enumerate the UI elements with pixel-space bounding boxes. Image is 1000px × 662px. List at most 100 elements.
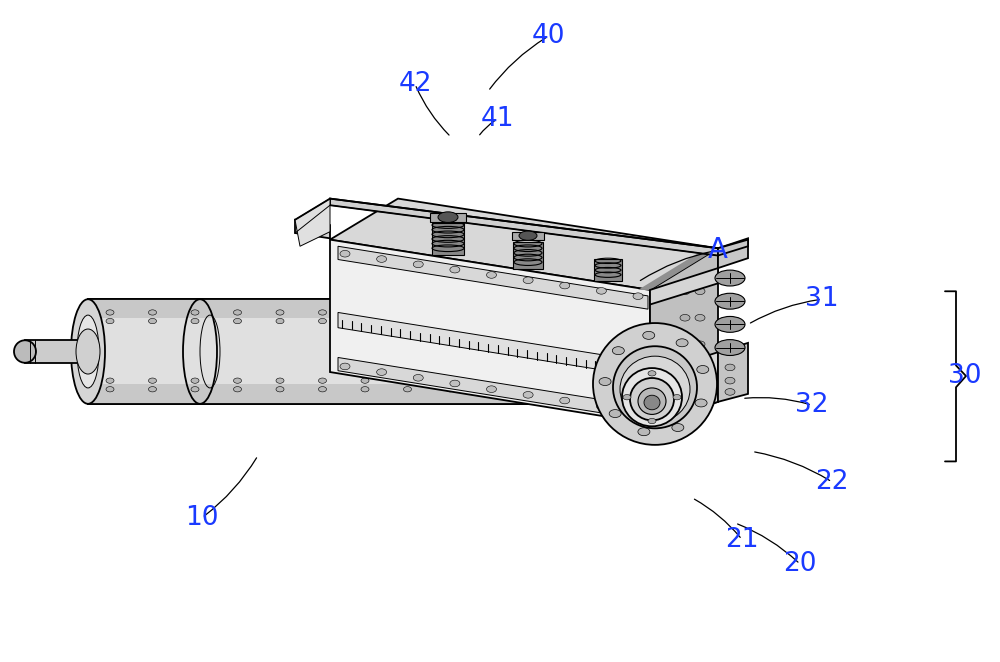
Ellipse shape [695,377,705,384]
Ellipse shape [446,378,454,383]
Ellipse shape [695,341,705,348]
Ellipse shape [715,340,745,355]
Ellipse shape [523,277,533,283]
Polygon shape [594,259,622,281]
Ellipse shape [234,310,242,315]
Text: 40: 40 [531,23,565,50]
Polygon shape [330,199,718,256]
Polygon shape [650,268,718,305]
Ellipse shape [191,310,199,315]
Polygon shape [513,242,543,269]
Ellipse shape [680,341,690,348]
Ellipse shape [695,399,707,407]
Ellipse shape [234,378,242,383]
Ellipse shape [377,369,387,375]
Ellipse shape [318,310,326,315]
Ellipse shape [715,316,745,332]
Ellipse shape [531,310,539,315]
Ellipse shape [191,387,199,392]
Ellipse shape [648,418,656,424]
Ellipse shape [715,293,745,309]
Polygon shape [330,240,650,424]
Text: 10: 10 [185,504,219,531]
Ellipse shape [276,310,284,315]
Ellipse shape [616,387,624,392]
Ellipse shape [680,367,690,374]
Ellipse shape [276,318,284,324]
Ellipse shape [404,387,412,392]
Text: 22: 22 [815,469,849,495]
Ellipse shape [695,367,705,374]
Ellipse shape [644,395,660,410]
Ellipse shape [318,378,326,383]
Ellipse shape [404,378,412,383]
Ellipse shape [488,378,496,383]
Ellipse shape [76,329,100,374]
Ellipse shape [697,365,709,373]
Text: 21: 21 [725,526,759,553]
Ellipse shape [14,340,36,363]
Ellipse shape [361,378,369,383]
Text: 41: 41 [480,106,514,132]
Ellipse shape [361,310,369,315]
Ellipse shape [574,387,582,392]
Polygon shape [88,384,650,404]
Ellipse shape [715,270,745,286]
Ellipse shape [234,318,242,324]
Ellipse shape [638,388,666,414]
Ellipse shape [596,287,606,294]
Ellipse shape [574,310,582,315]
Ellipse shape [633,299,667,404]
Ellipse shape [680,288,690,295]
Polygon shape [432,223,464,255]
Text: 42: 42 [398,71,432,97]
Ellipse shape [612,347,624,355]
Ellipse shape [340,363,350,370]
Ellipse shape [361,318,369,324]
Text: A: A [708,236,728,264]
Polygon shape [88,299,650,404]
Ellipse shape [486,386,496,393]
Ellipse shape [438,212,458,222]
Ellipse shape [488,387,496,392]
Ellipse shape [725,389,735,395]
Ellipse shape [609,410,621,418]
Ellipse shape [276,387,284,392]
Ellipse shape [633,408,643,415]
Ellipse shape [413,375,423,381]
Ellipse shape [106,318,114,324]
Ellipse shape [276,378,284,383]
Text: 32: 32 [795,392,829,418]
Ellipse shape [648,371,656,376]
Ellipse shape [695,314,705,321]
Ellipse shape [725,364,735,371]
Ellipse shape [643,332,655,340]
Polygon shape [718,240,748,256]
Ellipse shape [695,394,705,401]
Polygon shape [650,248,718,424]
Ellipse shape [531,378,539,383]
Ellipse shape [695,389,705,395]
Ellipse shape [446,310,454,315]
Ellipse shape [450,266,460,273]
Ellipse shape [486,271,496,278]
Ellipse shape [234,387,242,392]
Ellipse shape [616,310,624,315]
Ellipse shape [106,387,114,392]
Ellipse shape [560,397,570,404]
Ellipse shape [148,310,156,315]
Ellipse shape [523,391,533,398]
Ellipse shape [377,256,387,262]
Ellipse shape [191,318,199,324]
Ellipse shape [613,346,697,428]
Ellipse shape [680,394,690,401]
Ellipse shape [106,378,114,383]
Ellipse shape [620,356,690,422]
Ellipse shape [148,387,156,392]
Polygon shape [430,213,466,222]
Ellipse shape [531,387,539,392]
Ellipse shape [488,310,496,315]
Ellipse shape [191,378,199,383]
Ellipse shape [622,368,682,426]
Ellipse shape [106,310,114,315]
